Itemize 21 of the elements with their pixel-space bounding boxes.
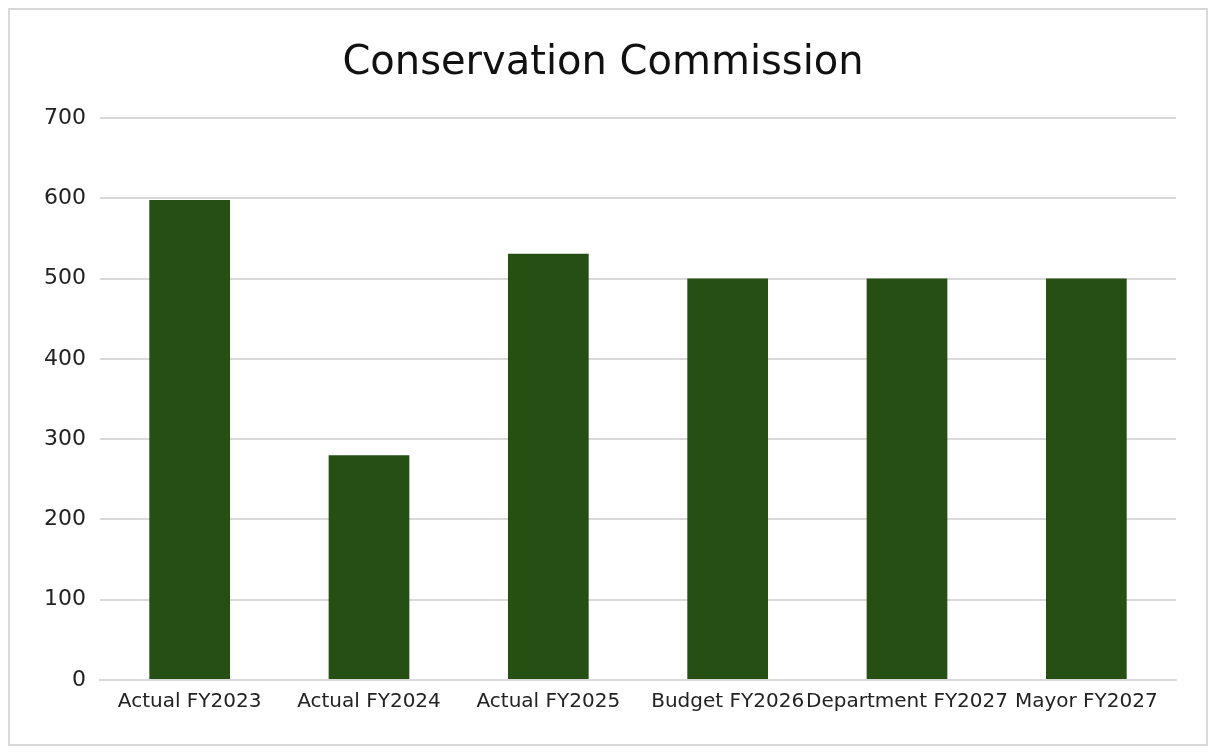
y-tick-label: 700 <box>43 103 86 129</box>
bar <box>866 278 948 679</box>
bar <box>149 199 231 679</box>
x-tick-label: Department FY2027 <box>805 688 1009 713</box>
y-tick-label: 100 <box>43 585 86 611</box>
chart-title: Conservation Commission <box>342 37 864 84</box>
x-tick-label: Actual FY2023 <box>117 688 262 713</box>
bar <box>328 455 410 679</box>
y-tick-label: 300 <box>43 424 86 450</box>
y-tick-label: 200 <box>43 505 86 531</box>
y-tick-label: 500 <box>43 264 86 290</box>
bar <box>1045 278 1127 679</box>
bar <box>687 278 769 679</box>
x-tick-label: Actual FY2025 <box>476 688 621 713</box>
y-tick-label: 0 <box>71 665 86 691</box>
x-tick-label: Budget FY2026 <box>651 688 805 713</box>
y-tick-label: 400 <box>43 344 86 370</box>
x-tick-label: Mayor FY2027 <box>1014 688 1158 713</box>
bar <box>507 253 589 679</box>
x-tick-label: Actual FY2024 <box>297 688 441 713</box>
y-tick-label: 600 <box>43 184 86 209</box>
